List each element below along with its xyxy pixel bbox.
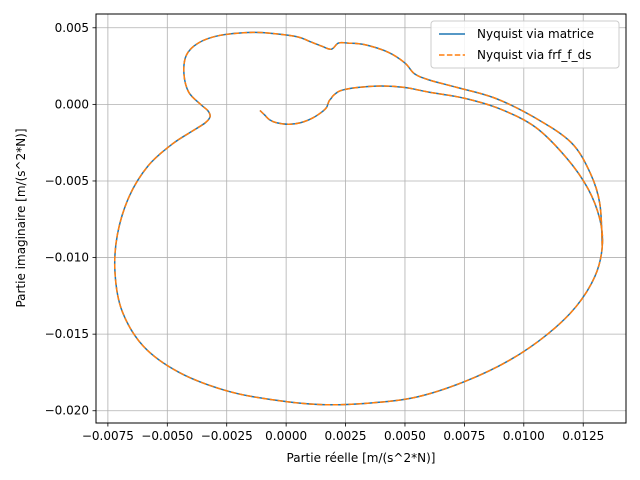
y-tick-label: −0.015 [45,327,89,341]
x-tick-label: 0.0075 [443,429,485,443]
x-axis-label: Partie réelle [m/(s^2*N)] [287,451,436,465]
y-axis-label: Partie imaginaire [m/(s^2*N)] [14,128,28,307]
y-tick-label: 0.000 [55,97,89,111]
x-tick-label: 0.0000 [265,429,307,443]
legend-box [430,20,620,69]
legend-label-matrice: Nyquist via matrice [477,27,594,41]
series-line-frf [113,31,604,406]
legend: Nyquist via matrice Nyquist via frf_f_ds [430,20,620,69]
axes-frame [95,13,627,424]
y-tick-label: 0.005 [55,21,89,35]
y-tick-label: −0.020 [45,404,89,418]
x-tick-label: −0.0025 [201,429,253,443]
series-layer [113,31,604,406]
x-tick-label: 0.0125 [562,429,604,443]
legend-label-frf: Nyquist via frf_f_ds [477,48,592,62]
x-tick-label: 0.0100 [503,429,545,443]
x-tick-label: −0.0050 [141,429,193,443]
x-tick-label: 0.0050 [384,429,426,443]
y-tick-label: −0.010 [45,251,89,265]
x-tick-label: 0.0025 [325,429,367,443]
ticks: −0.0075 −0.0050 −0.0025 0.0000 0.0025 0.0050 0… [45,21,605,443]
x-tick-label: −0.0075 [82,429,134,443]
y-tick-label: −0.005 [45,174,89,188]
